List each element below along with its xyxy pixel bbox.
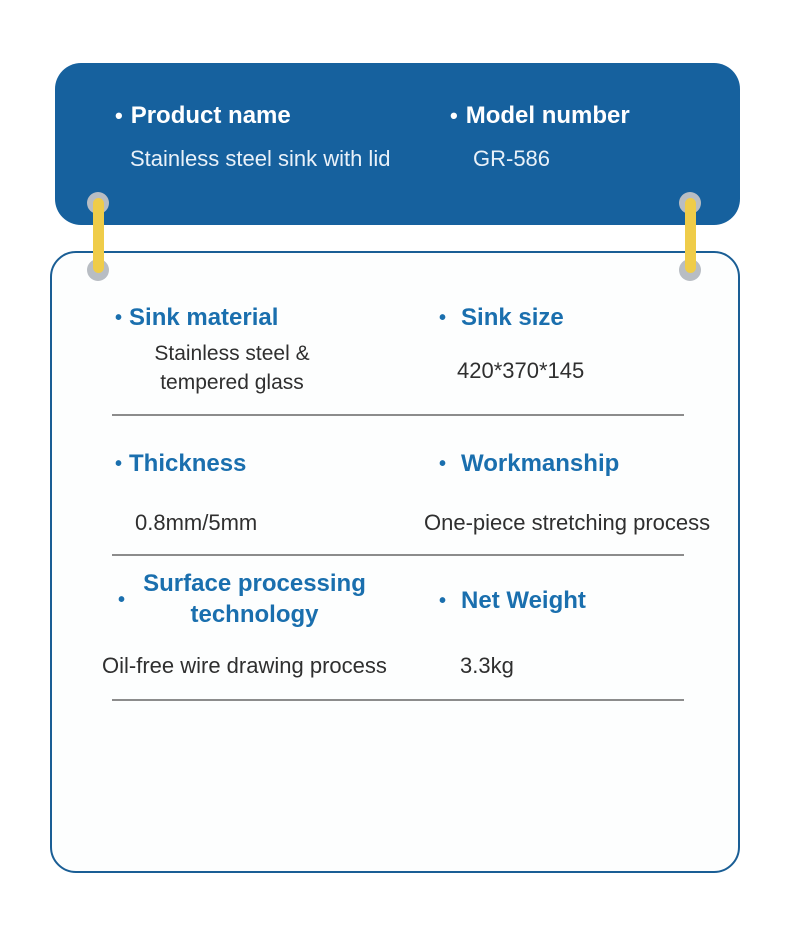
- bullet-icon: •: [115, 307, 123, 329]
- bullet-icon: •: [115, 453, 123, 475]
- bullet-icon: •: [450, 103, 458, 128]
- thickness-label-line: • Thickness: [115, 449, 246, 479]
- bullet-icon: •: [439, 307, 447, 329]
- product-name-value: Stainless steel sink with lid: [130, 146, 391, 171]
- workmanship-label-line: • Workmanship: [439, 449, 619, 479]
- divider: [112, 554, 684, 556]
- sink-material-value: Stainless steel & tempered glass: [154, 342, 310, 394]
- thickness-value: 0.8mm/5mm: [135, 510, 258, 535]
- bullet-icon: •: [118, 589, 126, 611]
- header-product-block: • Product name Stainless steel sink with…: [115, 101, 390, 173]
- product-name-label-line: • Product name: [115, 101, 390, 131]
- thickness-label: Thickness: [129, 450, 247, 477]
- sink-material-label-line: • Sink material: [115, 303, 278, 333]
- product-name-label: Product name: [130, 102, 291, 129]
- net-weight-label: Net Weight: [461, 587, 586, 614]
- sink-size-label: Sink size: [461, 304, 564, 331]
- surface-processing-label: Surface processing technology: [143, 570, 366, 628]
- divider: [112, 414, 684, 416]
- workmanship-value: One-piece stretching process: [424, 510, 711, 535]
- net-weight-value: 3.3kg: [460, 653, 514, 678]
- bullet-icon: •: [439, 590, 447, 612]
- strap-right-icon: [685, 198, 696, 273]
- strap-left-icon: [93, 198, 104, 273]
- header-card: • Product name Stainless steel sink with…: [55, 63, 740, 225]
- divider: [112, 699, 684, 701]
- sink-size-label-line: • Sink size: [439, 303, 564, 333]
- workmanship-label: Workmanship: [461, 450, 620, 477]
- bullet-icon: •: [439, 453, 447, 475]
- surface-processing-value: Oil-free wire drawing process: [102, 653, 387, 678]
- sink-size-value: 420*370*145: [457, 358, 585, 383]
- net-weight-label-line: • Net Weight: [439, 586, 586, 616]
- spec-card: • Sink material • Sink size Stainless st…: [50, 251, 740, 873]
- bullet-icon: •: [115, 103, 123, 128]
- model-number-label: Model number: [465, 102, 630, 129]
- model-number-label-line: • Model number: [450, 101, 630, 131]
- model-number-value: GR-586: [473, 146, 551, 171]
- sink-material-label: Sink material: [129, 304, 279, 331]
- header-model-block: • Model number GR-586: [450, 101, 630, 173]
